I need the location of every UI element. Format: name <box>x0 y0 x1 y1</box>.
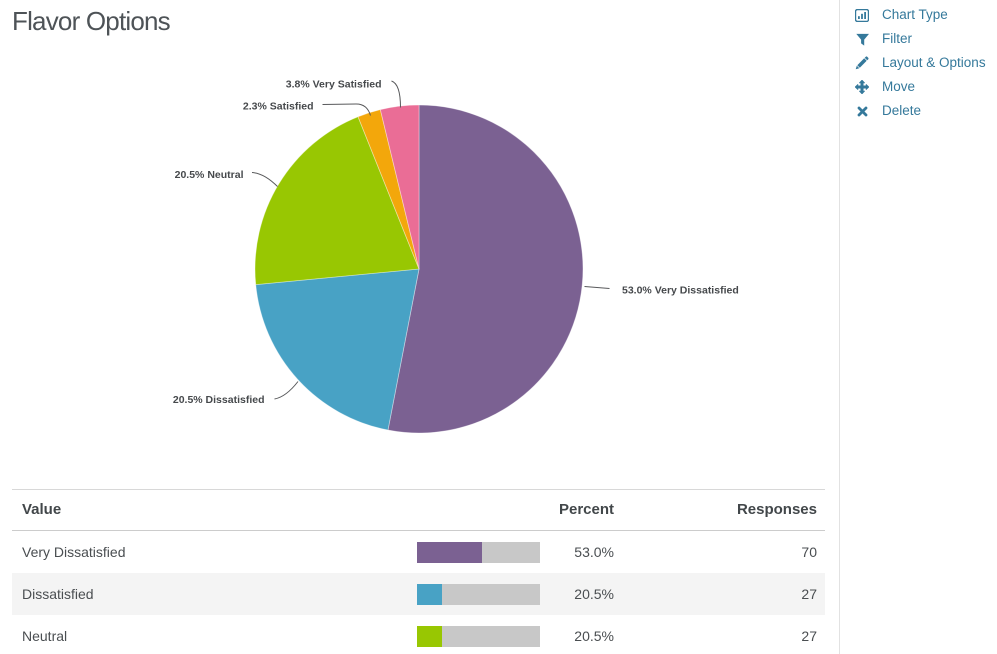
menu-item-label: Move <box>882 79 916 94</box>
pie-slice-label: 20.5% Dissatisfied <box>173 394 265 406</box>
delete-icon <box>855 104 869 118</box>
cell-value: Very Dissatisfied <box>22 544 126 560</box>
menu-item-filter[interactable]: Filter <box>840 27 997 51</box>
question-title: Flavor Options <box>12 6 171 36</box>
pie-slice-label: 3.8% Very Satisfied <box>286 79 382 91</box>
menu-item-layout-options[interactable]: Layout & Options <box>840 51 997 75</box>
percent-bar-track <box>417 626 540 647</box>
column-header-value: Value <box>22 501 62 518</box>
percent-bar-fill <box>417 584 443 605</box>
percent-bar-track <box>417 584 540 605</box>
table-row-neutral: Neutral 20.5% 27 <box>12 615 825 654</box>
pie-slice-label: 53.0% Very Dissatisfied <box>622 285 739 297</box>
pie-slice-label: 20.5% Neutral <box>175 169 244 181</box>
pencil-icon <box>855 56 869 70</box>
move-icon <box>855 80 869 94</box>
cell-responses: 27 <box>801 586 817 602</box>
filter-icon <box>855 32 869 46</box>
table-row-very-dissatisfied: Very Dissatisfied 53.0% 70 <box>12 531 825 573</box>
cell-percent: 53.0% <box>574 544 614 560</box>
summary-table: Value Percent Responses Very Dissatisfie… <box>12 489 825 654</box>
pie-label-leader <box>251 172 278 187</box>
content-sidebar-divider <box>839 0 840 654</box>
menu-item-move[interactable]: Move <box>840 75 997 99</box>
percent-bar-fill <box>417 626 443 647</box>
cell-value: Neutral <box>22 628 68 644</box>
column-header-responses: Responses <box>736 501 817 518</box>
pie-slice-dissatisfied[interactable] <box>255 268 420 431</box>
pie-label-leader <box>274 381 299 400</box>
percent-bar-track <box>417 542 540 563</box>
cell-responses: 70 <box>801 544 817 560</box>
menu-item-label: Delete <box>882 103 922 118</box>
cell-percent: 20.5% <box>574 628 614 644</box>
cell-responses: 27 <box>801 628 817 644</box>
pie-slice-label: 2.3% Satisfied <box>243 101 314 113</box>
menu-item-chart-type[interactable]: Chart Type <box>840 3 997 27</box>
cell-percent: 20.5% <box>574 586 614 602</box>
pie-slice-very-satisfied[interactable] <box>379 104 420 270</box>
menu-item-label: Filter <box>882 31 912 46</box>
table-row-dissatisfied: Dissatisfied 20.5% 27 <box>12 573 825 615</box>
percent-bar-fill <box>417 542 483 563</box>
pie-slice-neutral[interactable] <box>254 116 420 285</box>
pie-label-leader <box>584 286 610 289</box>
table-body: Very Dissatisfied 53.0% 70 Dissatisfied 20.5… <box>12 531 825 654</box>
pie-label-leader <box>391 80 401 108</box>
cell-value: Dissatisfied <box>22 586 94 602</box>
menu-item-label: Chart Type <box>882 7 948 22</box>
chart-type-icon <box>855 8 869 22</box>
element-actions-menu: Chart Type Filter Layout & Options <box>840 3 997 123</box>
pie-slice-very-dissatisfied[interactable] <box>387 104 584 434</box>
pie-label-leader <box>322 103 371 116</box>
column-header-percent: Percent <box>558 501 614 518</box>
table-header-row: Value Percent Responses <box>12 489 825 531</box>
menu-item-delete[interactable]: Delete <box>840 99 997 123</box>
pie-chart: 53.0% Very Dissatisfied 20.5% Dissatisfie… <box>173 79 739 434</box>
menu-item-label: Layout & Options <box>882 55 986 70</box>
